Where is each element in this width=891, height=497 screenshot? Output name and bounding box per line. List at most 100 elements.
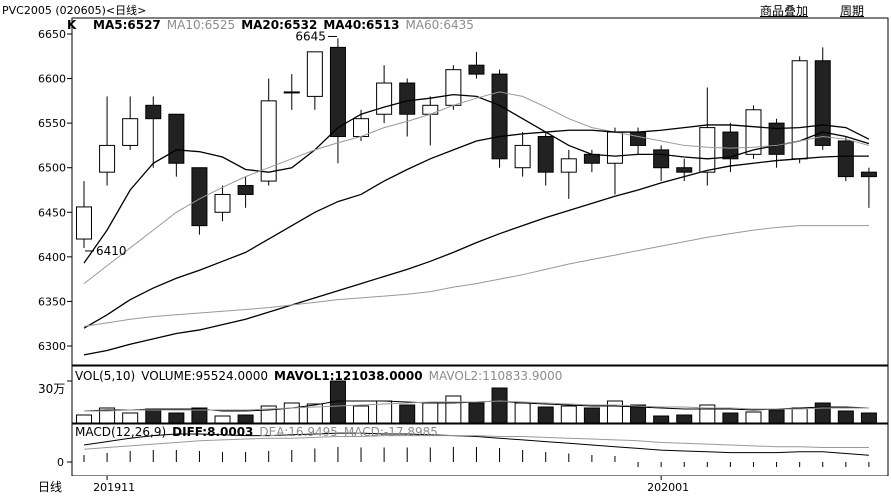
volume-bar-30 (768, 409, 785, 424)
candle-body-32 (814, 60, 831, 146)
volume-bar-15 (422, 402, 439, 424)
volume-bar-22 (583, 407, 600, 424)
volume-bar-20 (537, 406, 554, 424)
candle-body-26 (676, 167, 693, 173)
candle-body-28 (722, 131, 739, 160)
macd-legend-item-3: MACD:-17.8985 (343, 425, 438, 439)
ma-legend-item-2: MA20:6532 (241, 18, 318, 32)
y-tick-label-6: 6600 (38, 73, 66, 86)
volume-bar-31 (791, 407, 808, 424)
candle-body-29 (745, 109, 762, 155)
volume-bar-24 (630, 404, 647, 424)
candle-body-31 (791, 60, 808, 160)
candle-body-25 (653, 149, 670, 169)
candle-body-7 (237, 185, 254, 195)
volume-bar-1 (99, 407, 116, 424)
volume-axis-label: 30万 (38, 382, 66, 396)
y-tick-label-5: 6550 (38, 117, 66, 130)
candle-body-9 (283, 91, 300, 94)
macd-legend-item-2: DEA:16.9495 (259, 425, 338, 439)
candle-body-8 (260, 100, 277, 182)
volume-bar-19 (514, 402, 531, 424)
candle-body-1 (99, 144, 116, 173)
volume-legend-item-1: VOLUME:95524.0000 (141, 369, 269, 383)
candle-body-13 (376, 82, 393, 115)
y-tick-label-4: 6500 (38, 162, 66, 175)
dea-line (83, 435, 869, 450)
candle-body-0 (76, 206, 92, 240)
ma60-line (83, 225, 869, 327)
period-label: 日线 (38, 480, 63, 494)
volume-bar-16 (445, 395, 462, 424)
candle-body-22 (583, 153, 600, 164)
volume-bar-17 (468, 402, 485, 424)
date-label-0: 201911 (93, 481, 135, 494)
period-button[interactable]: 周期 (840, 4, 865, 18)
y-tick-label-7: 6650 (38, 28, 66, 41)
macd-legend-item-1: DIFF:8.0003 (172, 425, 254, 439)
candle-body-15 (422, 104, 439, 115)
candle-body-27 (699, 127, 716, 173)
volume-legend: VOL(5,10) VOLUME:95524.0000 MAVOL1:121038.… (75, 369, 568, 383)
macd-legend: MACD(12,26,9) DIFF:8.0003 DEA:16.9495 MACD:… (75, 425, 444, 439)
volume-bar-7 (237, 414, 254, 424)
ma20-line (83, 124, 870, 329)
candle-body-20 (537, 136, 554, 173)
candle-body-34 (860, 171, 877, 178)
volume-bar-21 (560, 405, 577, 424)
candle-body-18 (491, 73, 508, 160)
candle-body-12 (353, 118, 370, 138)
candle-body-2 (122, 118, 139, 146)
candle-body-24 (630, 131, 647, 146)
candle-body-4 (168, 113, 185, 164)
candle-body-6 (214, 193, 231, 213)
volume-bar-0 (76, 414, 92, 424)
overlay-button[interactable]: 商品叠加 (760, 4, 809, 18)
candle-body-10 (306, 51, 323, 97)
volume-legend-item-0: VOL(5,10) (75, 369, 136, 383)
ma-legend-item-4: MA60:6435 (405, 18, 474, 32)
low-marker-label: 6410 (96, 244, 127, 258)
volume-bar-10 (306, 403, 323, 424)
y-tick-label-0: 6300 (38, 340, 66, 353)
volume-bar-5 (191, 407, 208, 424)
volume-bar-9 (283, 402, 300, 424)
volume-bar-18 (491, 387, 508, 424)
volume-bar-29 (745, 411, 762, 424)
mavol2-line (84, 400, 869, 412)
volume-bar-4 (168, 412, 185, 424)
volume-bar-12 (353, 405, 370, 424)
volume-legend-item-2: MAVOL1:121038.0000 (274, 369, 423, 383)
volume-bar-34 (860, 412, 877, 424)
volume-legend-item-3: MAVOL2:110833.9000 (428, 369, 563, 383)
ma-legend-item-0: MA5:6527 (93, 18, 161, 32)
diff-line (83, 432, 869, 456)
macd-legend-item-0: MACD(12,26,9) (75, 425, 167, 439)
candle-body-19 (514, 144, 531, 169)
date-strip (0, 476, 891, 497)
candle-body-21 (560, 158, 577, 173)
volume-bar-6 (214, 415, 231, 424)
volume-bar-32 (814, 402, 831, 424)
volume-bar-3 (145, 408, 162, 424)
candle-body-17 (468, 64, 485, 75)
y-tick-label-2: 6400 (38, 251, 66, 264)
candle-body-33 (837, 140, 854, 178)
volume-bar-28 (722, 412, 739, 424)
volume-bar-14 (399, 404, 416, 424)
volume-bar-26 (676, 414, 693, 424)
candle-body-11 (329, 46, 346, 138)
candle-body-3 (145, 104, 162, 120)
macd-zero-label: 0 (57, 456, 64, 469)
candle-body-23 (606, 131, 623, 164)
volume-bar-25 (653, 415, 670, 424)
ma5-line (83, 93, 870, 264)
chart-title: PVC2005 (020605)<日线> (2, 4, 147, 17)
candle-body-14 (399, 82, 416, 115)
ma-legend: MA5:6527 MA10:6525 MA20:6532 MA40:6513 MA60:… (93, 18, 480, 32)
candle-body-5 (191, 167, 208, 227)
candle-body-16 (445, 69, 462, 106)
ma-legend-item-1: MA10:6525 (166, 18, 236, 32)
ma10-line (83, 91, 870, 284)
